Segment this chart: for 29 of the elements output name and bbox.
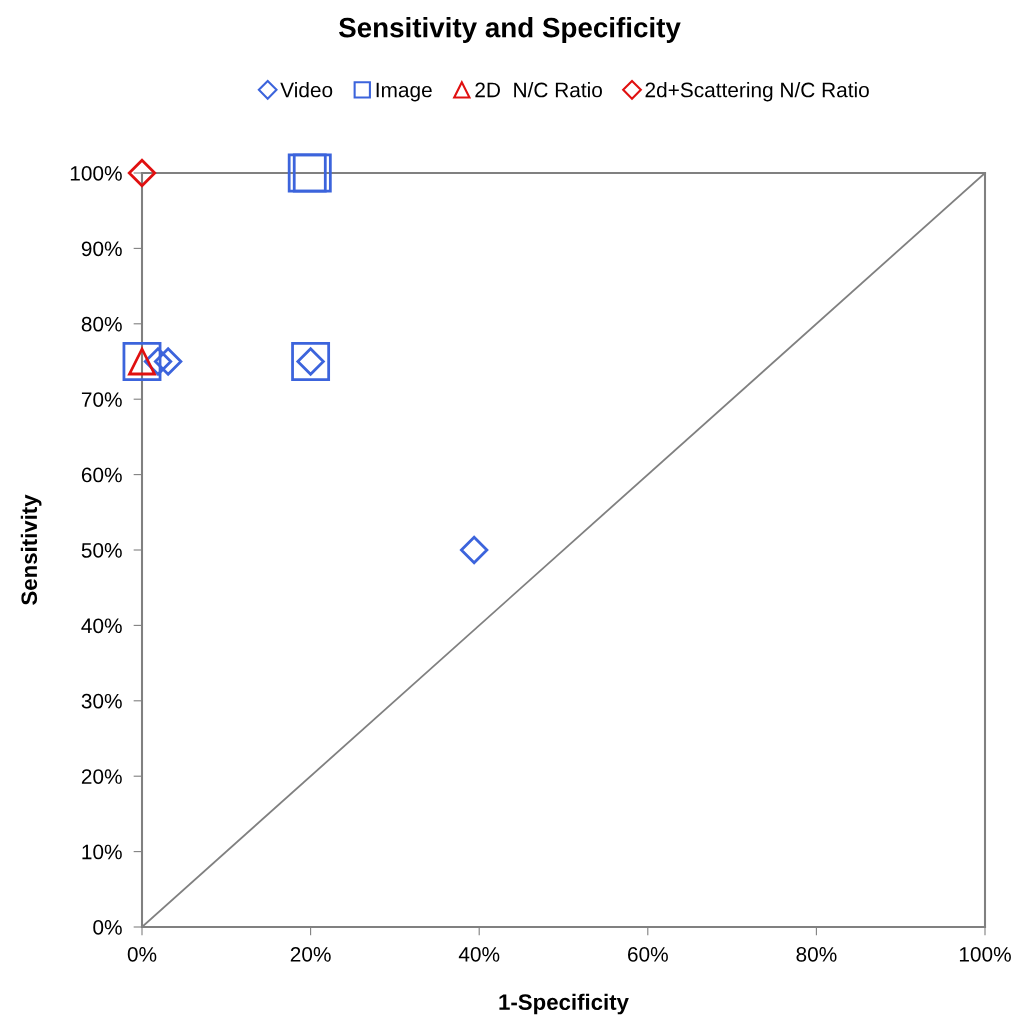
chart-title: Sensitivity and Specificity [338,17,681,43]
legend-label: 2d+Scattering N/C Ratio [645,82,869,102]
point [127,158,157,188]
y-tick-label: 0% [93,920,122,935]
x-tick-label: 20% [290,946,331,962]
x-tick-label: 60% [628,946,668,962]
y-tick-label: 40% [81,618,122,634]
y-tick-label: 80% [81,316,122,332]
y-tick-label: 100% [70,166,122,181]
y-tick-label: 70% [81,392,122,407]
legend-label: Image [376,82,432,102]
y-tick-label: 50% [81,543,122,558]
y-axis-title: Sensitivity [20,494,42,605]
y-tick-label: 20% [81,769,122,784]
x-tick-label: 40% [458,946,500,962]
point [153,347,183,376]
x-axis-title: 1-Specificity [499,993,629,1015]
point [291,342,331,381]
x-tick-label: 100% [959,946,1011,962]
x-tick-label: 80% [796,946,837,962]
legend-label: Video [280,82,333,98]
y-tick-label: 30% [81,693,122,709]
point [122,342,162,381]
y-tick-label: 90% [81,241,122,257]
x-tick-label: 0% [127,946,157,962]
legend-label: 2D N/C Ratio [475,82,602,98]
point [459,535,489,565]
y-tick-label: 60% [81,467,122,483]
y-tick-label: 10% [82,844,122,860]
